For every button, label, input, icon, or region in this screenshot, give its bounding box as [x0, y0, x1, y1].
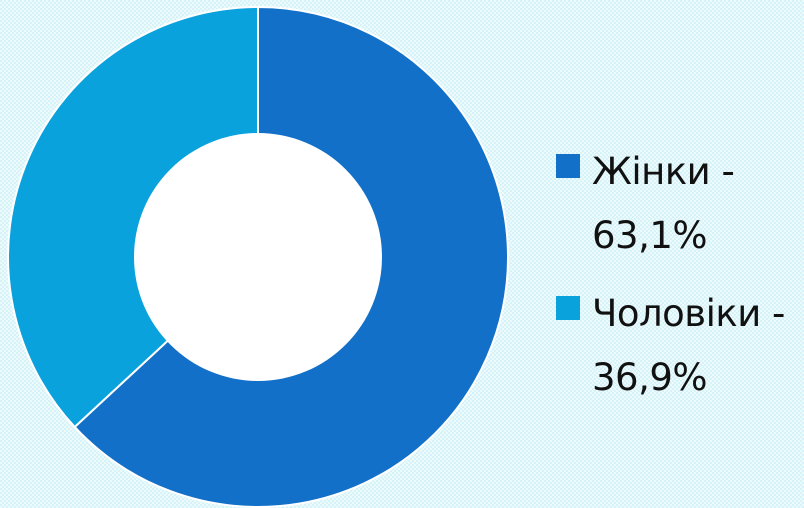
legend-men-name: Чоловіки -	[592, 292, 785, 335]
donut-chart	[7, 5, 509, 508]
legend-item-men: Чоловіки - 36,9%	[556, 282, 801, 410]
legend-women-name: Жінки -	[592, 150, 735, 193]
legend-item-women: Жінки - 63,1%	[556, 140, 801, 268]
legend-men-percent: 36,9%	[592, 356, 708, 399]
legend-swatch-men	[556, 296, 580, 320]
legend-label-women: Жінки - 63,1%	[592, 140, 801, 268]
legend-label-men: Чоловіки - 36,9%	[592, 282, 801, 410]
donut-hole	[134, 133, 382, 381]
legend: Жінки - 63,1% Чоловіки - 36,9%	[556, 140, 801, 424]
donut-slice-men	[7, 5, 259, 429]
legend-women-percent: 63,1%	[592, 214, 708, 257]
legend-swatch-women	[556, 154, 580, 178]
